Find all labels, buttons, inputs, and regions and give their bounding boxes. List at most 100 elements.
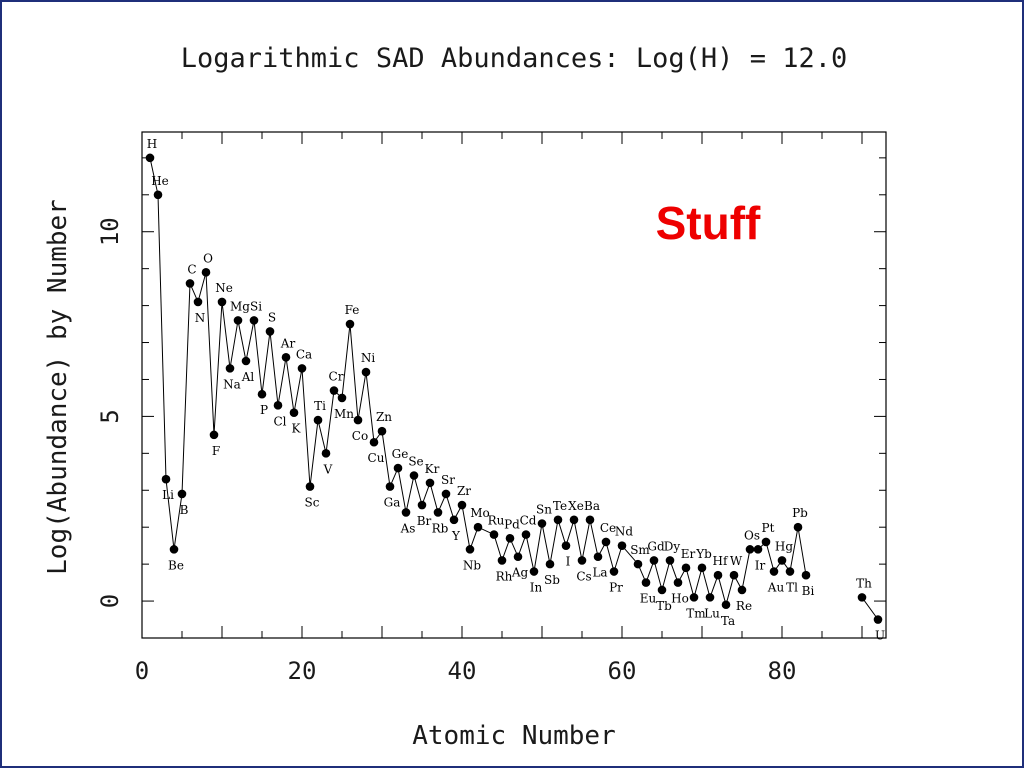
data-point-p <box>257 389 267 399</box>
data-point-hf <box>713 570 723 580</box>
data-point-ge <box>393 463 403 473</box>
element-label-th: Th <box>856 576 872 590</box>
data-point-co <box>353 415 363 425</box>
data-point-la <box>593 552 603 562</box>
element-label-hg: Hg <box>775 539 793 553</box>
element-label-i: I <box>566 555 571 569</box>
data-point-na <box>225 364 235 373</box>
element-label-pr: Pr <box>609 581 623 595</box>
data-point-b <box>177 489 187 499</box>
element-label-ni: Ni <box>361 351 376 365</box>
data-point-re <box>737 585 747 595</box>
data-point-s <box>265 327 275 336</box>
data-point-ta <box>721 600 731 610</box>
element-label-k: K <box>292 422 302 436</box>
element-label-p: P <box>260 403 268 417</box>
data-point-os <box>745 545 755 554</box>
data-point-dy <box>665 556 675 565</box>
data-point-rb <box>433 508 443 517</box>
data-point-w <box>729 570 739 580</box>
data-point-he <box>153 190 163 200</box>
data-point-be <box>169 545 179 554</box>
element-label-u: U <box>875 629 885 643</box>
data-point-v <box>321 449 331 458</box>
element-label-pt: Pt <box>762 521 775 535</box>
data-point-tm <box>689 593 699 602</box>
data-point-sm <box>633 559 643 569</box>
element-label-ga: Ga <box>384 496 401 510</box>
element-label-sm: Sm <box>630 543 650 557</box>
data-point-ho <box>673 578 683 587</box>
data-point-y <box>449 515 459 525</box>
element-label-ag: Ag <box>511 566 529 580</box>
data-point-cs <box>577 556 587 565</box>
element-label-o: O <box>203 251 213 265</box>
data-point-pb <box>793 522 803 532</box>
data-point-xe <box>569 515 579 525</box>
data-point-ar <box>281 352 291 362</box>
element-label-ta: Ta <box>721 614 735 628</box>
element-label-mg: Mg <box>230 299 250 313</box>
element-label-ir: Ir <box>755 558 766 572</box>
element-label-cr: Cr <box>329 370 344 384</box>
data-point-pd <box>505 533 515 543</box>
element-label-cs: Cs <box>576 569 591 583</box>
data-point-mg <box>233 316 243 325</box>
abundance-series <box>149 157 879 620</box>
element-label-c: C <box>187 262 196 276</box>
data-point-gd <box>649 556 659 565</box>
element-label-bi: Bi <box>802 584 815 598</box>
element-label-eu: Eu <box>640 592 657 606</box>
element-label-h: H <box>147 137 157 151</box>
data-point-ag <box>513 552 523 562</box>
element-label-al: Al <box>241 370 255 384</box>
data-point-zn <box>377 426 387 436</box>
element-label-os: Os <box>744 528 760 542</box>
element-label-cl: Cl <box>273 414 286 428</box>
element-label-tm: Tm <box>686 606 706 620</box>
data-point-sr <box>441 489 451 499</box>
data-point-ru <box>489 530 499 539</box>
element-label-re: Re <box>736 599 752 613</box>
element-label-cu: Cu <box>368 451 385 465</box>
y-tick-label: 0 <box>96 594 124 608</box>
data-point-br <box>417 500 427 510</box>
data-point-tb <box>657 585 667 595</box>
element-label-ce: Ce <box>600 521 616 535</box>
data-point-au <box>769 567 779 576</box>
element-label-as: As <box>400 521 416 535</box>
element-label-f: F <box>212 444 220 458</box>
tick-labels: 0 20 40 60 80 0 5 10 <box>96 217 796 685</box>
tick-marks <box>141 132 886 639</box>
element-label-zn: Zn <box>376 410 392 424</box>
element-label-b: B <box>180 503 189 517</box>
y-tick-label: 10 <box>96 217 124 246</box>
element-label-kr: Kr <box>425 462 440 476</box>
x-tick-label: 80 <box>768 657 797 685</box>
element-label-w: W <box>730 554 743 568</box>
data-point-rh <box>497 556 507 565</box>
data-point-ce <box>601 537 611 547</box>
element-label-au: Au <box>767 581 785 595</box>
data-point-se <box>409 471 419 480</box>
chart-title: Logarithmic SAD Abundances: Log(H) = 12.… <box>181 43 847 74</box>
element-label-gd: Gd <box>647 539 665 553</box>
element-label-n: N <box>195 311 206 325</box>
data-point-bi <box>801 570 811 580</box>
element-label-ru: Ru <box>488 514 505 528</box>
data-point-ga <box>385 482 395 491</box>
element-label-fe: Fe <box>345 303 360 317</box>
element-label-tl: Tl <box>786 581 798 595</box>
element-label-ge: Ge <box>392 447 409 461</box>
element-label-ca: Ca <box>296 347 312 361</box>
data-point-c <box>185 279 195 288</box>
data-point-sn <box>537 519 547 528</box>
element-label-be: Be <box>168 558 184 572</box>
element-label-sb: Sb <box>544 573 560 587</box>
element-label-mn: Mn <box>334 407 354 421</box>
data-point-ne <box>217 297 227 307</box>
data-point-k <box>289 408 299 418</box>
x-tick-label: 0 <box>135 657 149 685</box>
x-tick-label: 40 <box>448 657 477 685</box>
